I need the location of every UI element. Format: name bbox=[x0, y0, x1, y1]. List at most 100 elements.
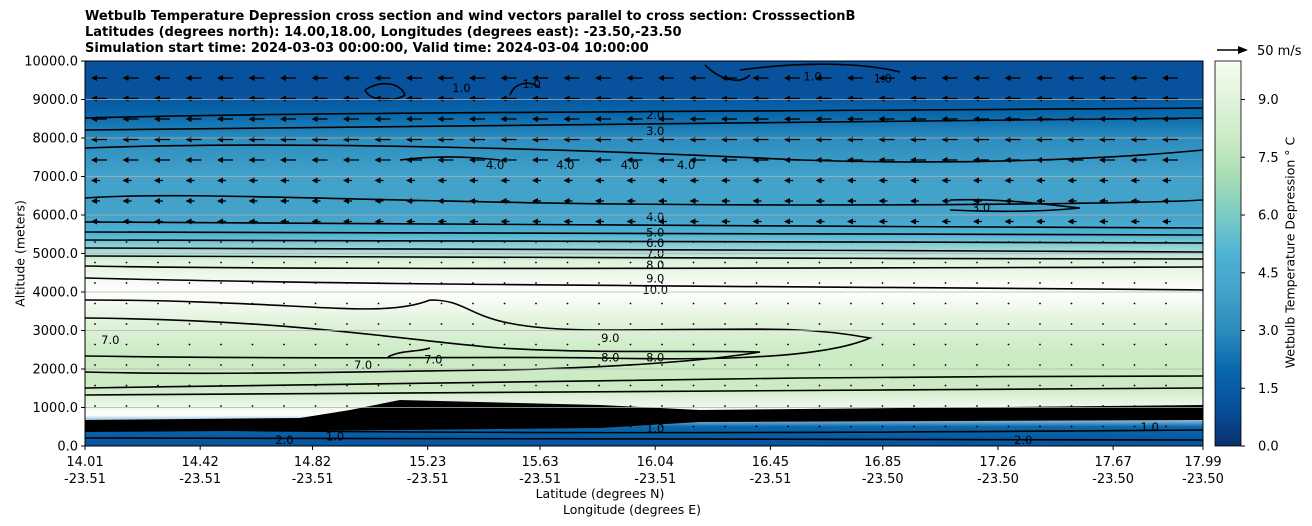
wind-vector-arrow-icon bbox=[437, 177, 447, 184]
wind-vector-arrow-icon bbox=[1130, 157, 1147, 163]
wind-vector-arrow-icon bbox=[532, 95, 548, 102]
wind-vector-arrow-icon bbox=[91, 218, 100, 225]
wind-vector-dot bbox=[535, 302, 537, 305]
wind-vector-arrow-icon bbox=[374, 177, 384, 184]
wind-vector-arrow-icon bbox=[437, 95, 454, 102]
contour-label: 1.0 bbox=[1140, 420, 1158, 434]
contour-label: 7.0 bbox=[424, 352, 442, 366]
x-tick-label-lon: -23.51 bbox=[519, 472, 561, 487]
wind-vector-dot bbox=[1133, 323, 1136, 325]
wind-vector-dot bbox=[881, 302, 884, 305]
wind-vector-arrow-icon bbox=[406, 116, 422, 122]
contour-labels: 2.03.04.05.06.07.08.09.010.09.08.0 8.07.0… bbox=[101, 69, 1159, 446]
wind-vector-dot bbox=[692, 384, 695, 387]
wind-vector-arrow-icon bbox=[185, 177, 195, 184]
x-tick-label-lon: -23.51 bbox=[634, 472, 676, 487]
contour-label: 4.0 bbox=[556, 158, 574, 172]
wind-vector-arrow-icon bbox=[1067, 157, 1084, 163]
wind-vector-arrow-icon bbox=[91, 177, 100, 184]
wind-vector-dot bbox=[314, 425, 317, 428]
wind-vector-dot bbox=[566, 425, 569, 428]
x-tick-label-lon: -23.50 bbox=[1092, 472, 1134, 487]
wind-vector-arrow-icon bbox=[406, 198, 415, 204]
wind-vector-arrow-icon bbox=[91, 157, 107, 163]
wind-vector-arrow-icon bbox=[343, 116, 359, 122]
wind-vector-dot bbox=[944, 405, 947, 407]
contour-line bbox=[85, 144, 1203, 163]
wind-vector-arrow-icon bbox=[626, 75, 643, 81]
wind-vector-dot bbox=[787, 241, 789, 243]
wind-vector-dot bbox=[346, 425, 348, 428]
wind-vector-arrow-icon bbox=[185, 157, 202, 163]
wind-vector-dot bbox=[913, 302, 915, 305]
wind-vector-dot bbox=[188, 241, 191, 243]
wind-vector-dot bbox=[188, 364, 191, 366]
wind-vector-arrow-icon bbox=[910, 95, 926, 102]
wind-vector-arrow-icon bbox=[658, 75, 674, 81]
wind-vector-arrow-icon bbox=[784, 95, 800, 102]
wind-vector-dot bbox=[755, 405, 758, 407]
wind-vector-arrow-icon bbox=[815, 198, 825, 204]
colorbar-tick-label: 0.0 bbox=[1258, 440, 1279, 455]
wind-vector-arrow-icon bbox=[658, 177, 667, 184]
wind-vector-arrow-icon bbox=[374, 95, 391, 102]
wind-vector-dot bbox=[220, 302, 222, 305]
wind-vector-arrow-icon bbox=[595, 75, 611, 81]
wind-vector-dot bbox=[818, 323, 821, 325]
wind-vector-arrow-icon bbox=[185, 75, 202, 81]
wind-vector-dot bbox=[1039, 425, 1041, 428]
wind-vector-dot bbox=[913, 405, 915, 407]
wind-vector-dot bbox=[125, 364, 128, 366]
wind-vector-dot bbox=[125, 425, 128, 428]
wind-vector-arrow-icon bbox=[122, 218, 132, 225]
wind-vector-arrow-icon bbox=[658, 198, 667, 204]
wind-vector-arrow-icon bbox=[280, 95, 296, 102]
wind-vector-arrow-icon bbox=[217, 218, 226, 225]
wind-vector-dot bbox=[976, 405, 978, 407]
wind-vector-dot bbox=[125, 302, 128, 305]
wind-vector-arrow-icon bbox=[689, 198, 699, 204]
wind-vector-arrow-icon bbox=[815, 177, 825, 184]
wind-vector-arrow-icon bbox=[752, 157, 769, 163]
wind-vector-dot bbox=[818, 384, 821, 387]
wind-vector-dot bbox=[535, 364, 537, 366]
wind-vector-dot bbox=[1102, 364, 1104, 366]
wind-vector-arrow-icon bbox=[311, 116, 328, 122]
wind-vector-arrow-icon bbox=[1004, 95, 1021, 102]
wind-vector-dot bbox=[1070, 282, 1073, 284]
wind-vector-arrow-icon bbox=[973, 75, 989, 81]
wind-vector-arrow-icon bbox=[248, 116, 265, 122]
wind-vector-arrow-icon bbox=[248, 198, 258, 204]
wind-vector-arrow-icon bbox=[185, 198, 195, 204]
wind-vector-arrow-icon bbox=[500, 198, 510, 204]
wind-vector-arrow-icon bbox=[910, 157, 926, 163]
colorbar-tick-label: 3.0 bbox=[1258, 324, 1279, 339]
contour-label: 4.0 bbox=[677, 158, 695, 172]
y-tick-label: 7000.0 bbox=[33, 170, 79, 185]
wind-vector-dot bbox=[818, 302, 821, 305]
y-tick-label: 8000.0 bbox=[33, 132, 79, 147]
wind-vector-dot bbox=[724, 261, 726, 264]
wind-vector-dot bbox=[251, 302, 254, 305]
wind-vector-arrow-icon bbox=[1067, 218, 1077, 225]
wind-vector-dot bbox=[1165, 302, 1167, 305]
wind-vector-arrow-icon bbox=[406, 75, 422, 81]
wind-vector-dot bbox=[377, 261, 380, 264]
wind-vector-arrow-icon bbox=[973, 95, 989, 102]
wind-vector-dot bbox=[472, 302, 474, 305]
wind-vector-dot bbox=[944, 384, 947, 387]
wind-vector-arrow-icon bbox=[311, 157, 328, 163]
wind-vector-dot bbox=[787, 323, 789, 325]
wind-vector-dot bbox=[188, 405, 191, 407]
x-tick-label-lon: -23.51 bbox=[749, 472, 791, 487]
wind-vector-dot bbox=[598, 364, 600, 366]
wind-vector-dot bbox=[1165, 425, 1167, 428]
wind-vector-dot bbox=[314, 302, 317, 305]
wind-vector-dot bbox=[661, 261, 663, 264]
x-tick-label-lat: 15.23 bbox=[409, 455, 446, 470]
wind-vector-dot bbox=[881, 425, 884, 428]
y-tick-label: 4000.0 bbox=[33, 286, 79, 301]
wind-vector-arrow-icon bbox=[1099, 116, 1115, 122]
wind-vector-arrow-icon bbox=[878, 95, 895, 102]
wind-vector-arrow-icon bbox=[752, 218, 762, 225]
